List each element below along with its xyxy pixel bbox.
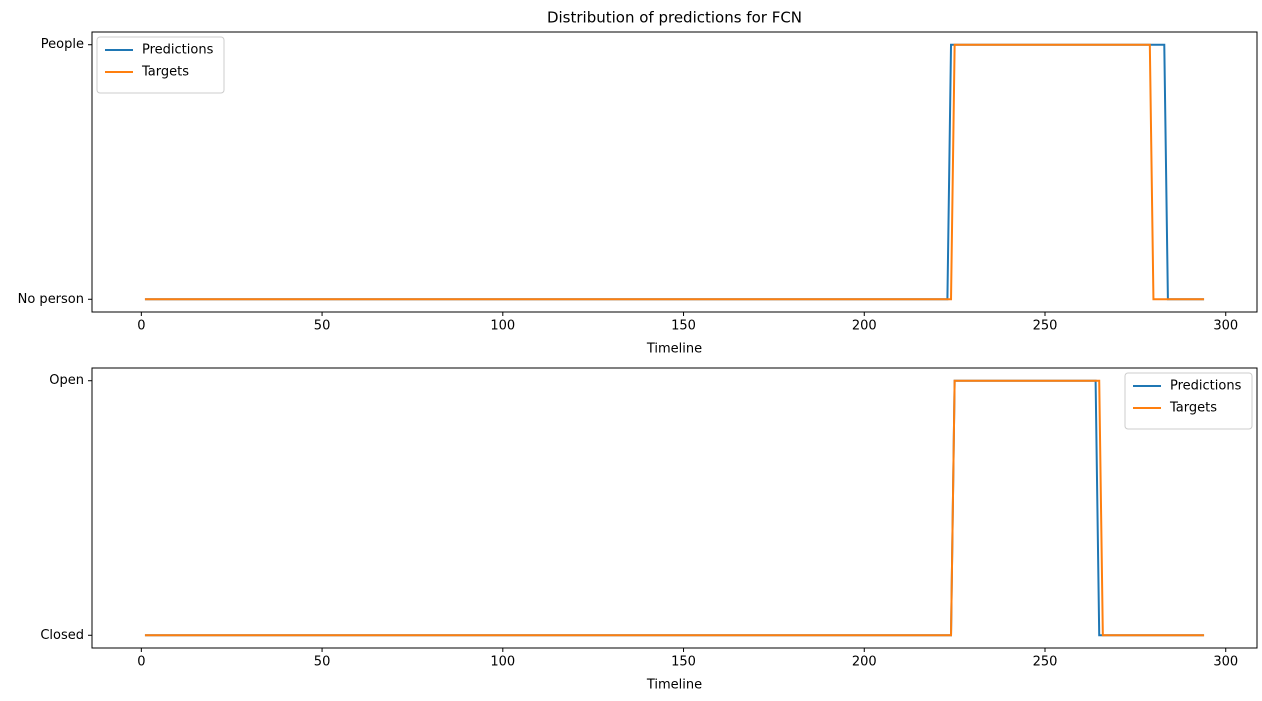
x-tick-label: 100	[490, 655, 515, 670]
axes-frame	[91, 367, 1258, 649]
x-tick-label: 0	[137, 319, 145, 334]
series-line	[144, 379, 1205, 637]
legend-label: Targets	[1169, 401, 1217, 416]
x-tick-label: 250	[1033, 319, 1058, 334]
x-tick-label: 250	[1033, 655, 1058, 670]
legend-label: Targets	[141, 65, 189, 80]
x-tick-label: 50	[314, 319, 331, 334]
legend-label: Predictions	[142, 43, 214, 58]
y-tick-label: Open	[49, 373, 84, 388]
x-tick-label: 300	[1213, 319, 1238, 334]
x-tick-label: 150	[671, 319, 696, 334]
x-tick-label: 200	[852, 319, 877, 334]
series-line	[144, 43, 1205, 301]
x-tick-label: 200	[852, 655, 877, 670]
series-line	[144, 43, 1205, 301]
x-axis-label: Timeline	[646, 342, 702, 357]
x-tick-label: 0	[137, 655, 145, 670]
x-tick-label: 100	[490, 319, 515, 334]
y-tick-label: Closed	[40, 628, 84, 643]
x-tick-label: 150	[671, 655, 696, 670]
chart-title: Distribution of predictions for FCN	[547, 9, 802, 27]
axes-frame	[91, 31, 1258, 313]
x-tick-label: 50	[314, 655, 331, 670]
series-line	[144, 379, 1205, 637]
x-axis-label: Timeline	[646, 678, 702, 693]
y-tick-label: No person	[18, 292, 84, 307]
x-tick-label: 300	[1213, 655, 1238, 670]
y-tick-label: People	[41, 37, 84, 52]
legend-label: Predictions	[1170, 379, 1242, 394]
